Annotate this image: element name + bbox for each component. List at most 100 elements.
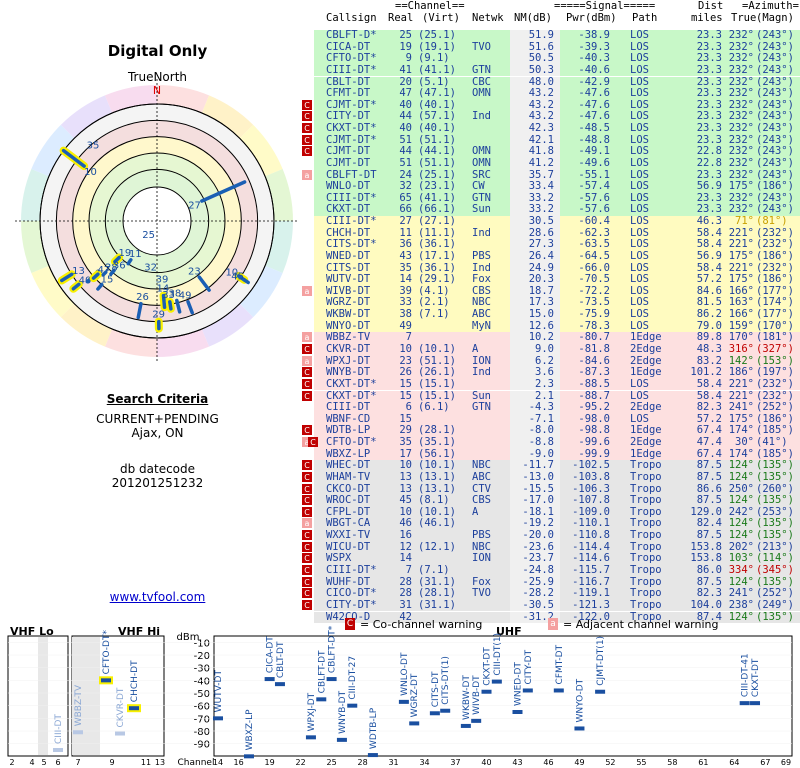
station-label: CIII-DT(1) [493, 633, 503, 676]
table-row[interactable]: CHCH-DT 11 (11.1) Ind 28.6 -62.3 LOS 58.4 221° (2… [314, 227, 800, 240]
cell-pwr: -80.7 [578, 331, 610, 344]
table-row[interactable]: a C CFTO-DT* 35 (35.1) -8.8 -99.6 2Edge 47.4 30°(… [302, 436, 800, 449]
table-row[interactable]: C CJMT-DT* 51 (51.1) 42.1 -48.8 LOS 23.3 232° (24… [302, 133, 800, 147]
table-row[interactable]: a WBBZ-TV 7 10.2 -80.7 1Edge 89.8 170° (181°) [302, 331, 800, 344]
station-channel-label: 47 [97, 265, 110, 276]
table-row[interactable]: CKXT-DT 66 (66.1) Sun 33.2 -57.6 LOS 23.3 232° (2… [314, 203, 800, 217]
table-row[interactable]: C CFPL-DT 10 (10.1) A -18.1 -109.0 Tropo 129.0 24… [302, 506, 800, 519]
table-row[interactable]: C WDTB-LP 29 (28.1) -8.0 -98.8 1Edge 67.4 174° (1… [302, 425, 800, 437]
table-row[interactable]: WNYO-DT 49 MyN 12.6 -78.3 LOS 79.0 159° (170°) [314, 319, 800, 333]
cell-real: 35 [399, 261, 412, 274]
cell-pwr: -63.5 [578, 238, 610, 251]
cell-az: 232° [728, 168, 754, 181]
table-row[interactable]: C CICO-DT* 28 (28.1) TVO -28.2 -119.1 Tropo 82.3… [302, 587, 800, 600]
co-channel-warning-icon: C [302, 99, 312, 110]
table-row[interactable]: WBXZ-LP 17 (56.1) -9.0 -99.9 1Edge 67.4 174° (18… [314, 448, 800, 461]
station-label: CBLFT-DT [317, 650, 327, 693]
table-row[interactable]: C CKXT-DT* 40 (40.1) 42.3 -48.5 LOS 23.3 232° (24… [302, 122, 800, 135]
table-row[interactable]: C WROC-DT 45 (8.1) CBS -17.0 -107.8 Tropo 87.5 12… [302, 495, 800, 507]
table-row[interactable]: CICA-DT 19 (19.1) TVO 51.6 -39.3 LOS 23.3 232° (2… [314, 41, 800, 54]
channel-tick-label: 40 [481, 758, 491, 767]
co-channel-warning-icon: C [302, 495, 312, 506]
cell-az: 232° [728, 87, 754, 100]
cell-mag: (243°) [756, 87, 794, 100]
cell-call: WUHF-DT [326, 575, 371, 588]
cell-pwr: -84.6 [578, 354, 610, 367]
table-row[interactable]: C CJMT-DT* 40 (40.1) 43.2 -47.6 LOS 23.3 232° (24… [302, 99, 800, 112]
cell-nm: 15.0 [528, 308, 554, 321]
table-row[interactable]: CFTO-DT* 9 (9.1) 50.5 -40.3 LOS 23.3 232° (243°) [314, 53, 800, 65]
channel-tick-label: 2 [9, 758, 14, 767]
cell-pwr: -78.3 [578, 319, 610, 332]
cell-pwr: -73.5 [578, 296, 610, 309]
table-row[interactable]: C CITY-DT 44 (57.1) Ind 43.2 -47.6 LOS 23.3 232°(… [302, 111, 800, 123]
table-row[interactable]: CITS-DT 35 (36.1) Ind 24.9 -66.0 LOS 58.4 221° (2… [314, 261, 800, 275]
cell-dist: 47.4 [696, 436, 722, 449]
table-row[interactable]: CIII-DT* 41 (41.1) GTN 50.3 -40.6 LOS 23.3 232°(… [314, 64, 800, 77]
cell-dist: 82.3 [696, 401, 722, 414]
table-row[interactable]: CIII-DT 6 (6.1) GTN -4.3 -95.2 2Edge 82.3 241° (2… [314, 402, 800, 414]
table-row[interactable]: C WSPX 14 ION -23.7 -114.6 Tropo 153.8 103° (114°… [302, 553, 800, 565]
station-marker [440, 708, 451, 713]
cell-call: CKCO-DT [326, 482, 371, 495]
cell-call: WBBZ-TV [326, 331, 371, 344]
col-real: Real [388, 12, 414, 24]
table-row[interactable]: C WICU-DT 12 (12.1) NBC -23.6 -114.4 Tropo 153.8… [302, 541, 800, 554]
channel-tick-label: 6 [55, 758, 60, 767]
channel-tick-label: 46 [543, 758, 553, 767]
cell-real: 32 [399, 180, 412, 193]
website-link[interactable]: www.tvfool.com [109, 590, 206, 604]
station-marker [367, 753, 378, 758]
col-callsign: Callsign [326, 12, 377, 24]
cell-az: 186° [728, 366, 754, 379]
table-row[interactable]: CBLFT-D* 25 (25.1) 51.9 -38.9 LOS 23.3 232° (243… [314, 29, 800, 42]
table-row[interactable]: WUTV-DT 14 (29.1) Fox 20.3 -70.5 LOS 57.2 175° (1… [314, 274, 800, 286]
cell-dist: 58.4 [696, 389, 722, 402]
cell-real: 43 [399, 249, 412, 262]
cell-virt: (13.1) [418, 470, 456, 483]
cell-az: 232° [728, 203, 754, 216]
table-row[interactable]: CFMT-DT 47 (47.1) OMN 43.2 -47.6 LOS 23.3 232° (2… [314, 88, 800, 100]
cell-nm: 6.2 [535, 354, 554, 367]
cell-pwr: -95.2 [578, 401, 610, 414]
table-row[interactable]: CIII-DT* 27 (27.1) 30.5 -60.4 LOS 46.3 71° (81°) [314, 215, 800, 228]
cell-nm: -20.0 [522, 529, 554, 542]
table-row[interactable]: C CKVR-DT 10 (10.1) A 9.0 -81.8 2Edge 48.3 316° (3… [302, 343, 800, 356]
table-row[interactable]: WGRZ-DT 33 (2.1) NBC 17.3 -73.5 LOS 81.5 163° (17… [314, 296, 800, 310]
cell-call: CJMT-DT [326, 156, 371, 169]
table-row[interactable]: C CJMT-DT 44 (44.1) OMN 41.8 -49.1 LOS 22.8 232°(… [302, 146, 800, 158]
table-row[interactable]: CIII-DT* 65 (41.1) GTN 33.2 -57.6 LOS 23.3 232°(… [314, 192, 800, 205]
table-row[interactable]: C CITY-DT* 31 (31.1) -30.5 -121.3 Tropo 104.0 23… [302, 599, 800, 612]
table-row[interactable]: a WBGT-CA 46 (46.1) -19.2 -110.1 Tropo 82.4 124°… [302, 517, 800, 531]
station-marker [274, 682, 285, 687]
table-row[interactable]: C CKXT-DT* 15 (15.1) Sun 2.1 -88.7 LOS 58.4 221°(… [302, 389, 800, 403]
table-row[interactable]: C WNYB-DT 26 (26.1) Ind 3.6 -87.3 1Edge 101.2 186… [302, 366, 800, 379]
cell-call: WBGT-CA [326, 517, 371, 530]
table-row[interactable]: W42CO-D 42 -31.2 -122.0 Tropo 87.4 124° (135°) [314, 611, 800, 624]
table-row[interactable]: C CKCO-DT 13 (13.1) CTV -15.5 -106.3 Tropo 86.6 2… [302, 482, 800, 496]
table-row[interactable]: C WXXI-TV 16 PBS -20.0 -110.8 Tropo 87.5 124° (13… [302, 529, 800, 542]
cell-net: ABC [472, 308, 491, 321]
cell-pwr: -49.6 [578, 156, 610, 169]
channel-tick-label: 16 [234, 758, 244, 767]
cell-az: 241° [728, 587, 754, 600]
table-row[interactable]: CJMT-DT 51 (51.1) OMN 41.2 -49.6 LOS 22.8 232° (2… [314, 156, 800, 170]
table-row[interactable]: WNED-DT 43 (17.1) PBS 26.4 -64.5 LOS 56.9 175° (1… [314, 249, 800, 263]
table-row[interactable]: WNLO-DT 32 (23.1) CW 33.4 -57.4 LOS 56.9 175° (18… [314, 181, 800, 193]
table-row[interactable]: WBNF-CD 15 -7.1 -98.0 LOS 57.2 175° (186°) [314, 413, 800, 426]
cell-call: CFTO-DT* [326, 52, 377, 65]
table-row[interactable]: WKBW-DT 38 (7.1) ABC 15.0 -75.9 LOS 86.2 166° (17… [314, 309, 800, 321]
table-row[interactable]: C CIII-DT* 7 (7.1) -24.8 -115.7 Tropo 86.0 334°(… [302, 564, 800, 577]
cell-call: CIII-DT* [326, 215, 377, 228]
table-row[interactable]: C WHAM-TV 13 (13.1) ABC -13.0 -103.8 Tropo 87.5 1… [302, 470, 800, 484]
table-row[interactable]: a CBLFT-DT 24 (25.1) SRC 35.7 -55.1 LOS 23.3 232°… [302, 168, 800, 182]
table-row[interactable]: C CKXT-DT* 15 (15.1) 2.3 -88.5 LOS 58.4 221° (232… [302, 378, 800, 391]
station-label: CKXT-DT [751, 658, 761, 697]
table-row[interactable]: C WHEC-DT 10 (10.1) NBC -11.7 -102.5 Tropo 87.5 1… [302, 460, 800, 472]
table-row[interactable]: a WPXJ-DT 23 (51.1) ION 6.2 -84.6 2Edge 83.2 142°… [302, 354, 800, 368]
table-row[interactable]: CITS-DT* 36 (36.1) 27.3 -63.5 LOS 58.4 221° (232… [314, 239, 800, 251]
table-row[interactable]: C WUHF-DT 28 (31.1) Fox -25.9 -116.7 Tropo 87.5 1… [302, 575, 800, 589]
table-row[interactable]: CBLT-DT 20 (5.1) CBC 48.0 -42.9 LOS 23.3 232° (24… [314, 76, 800, 89]
table-row[interactable]: a WIVB-DT 39 (4.1) CBS 18.7 -72.2 LOS 84.6 166° (1… [302, 285, 800, 298]
cell-az: 232° [728, 133, 754, 146]
